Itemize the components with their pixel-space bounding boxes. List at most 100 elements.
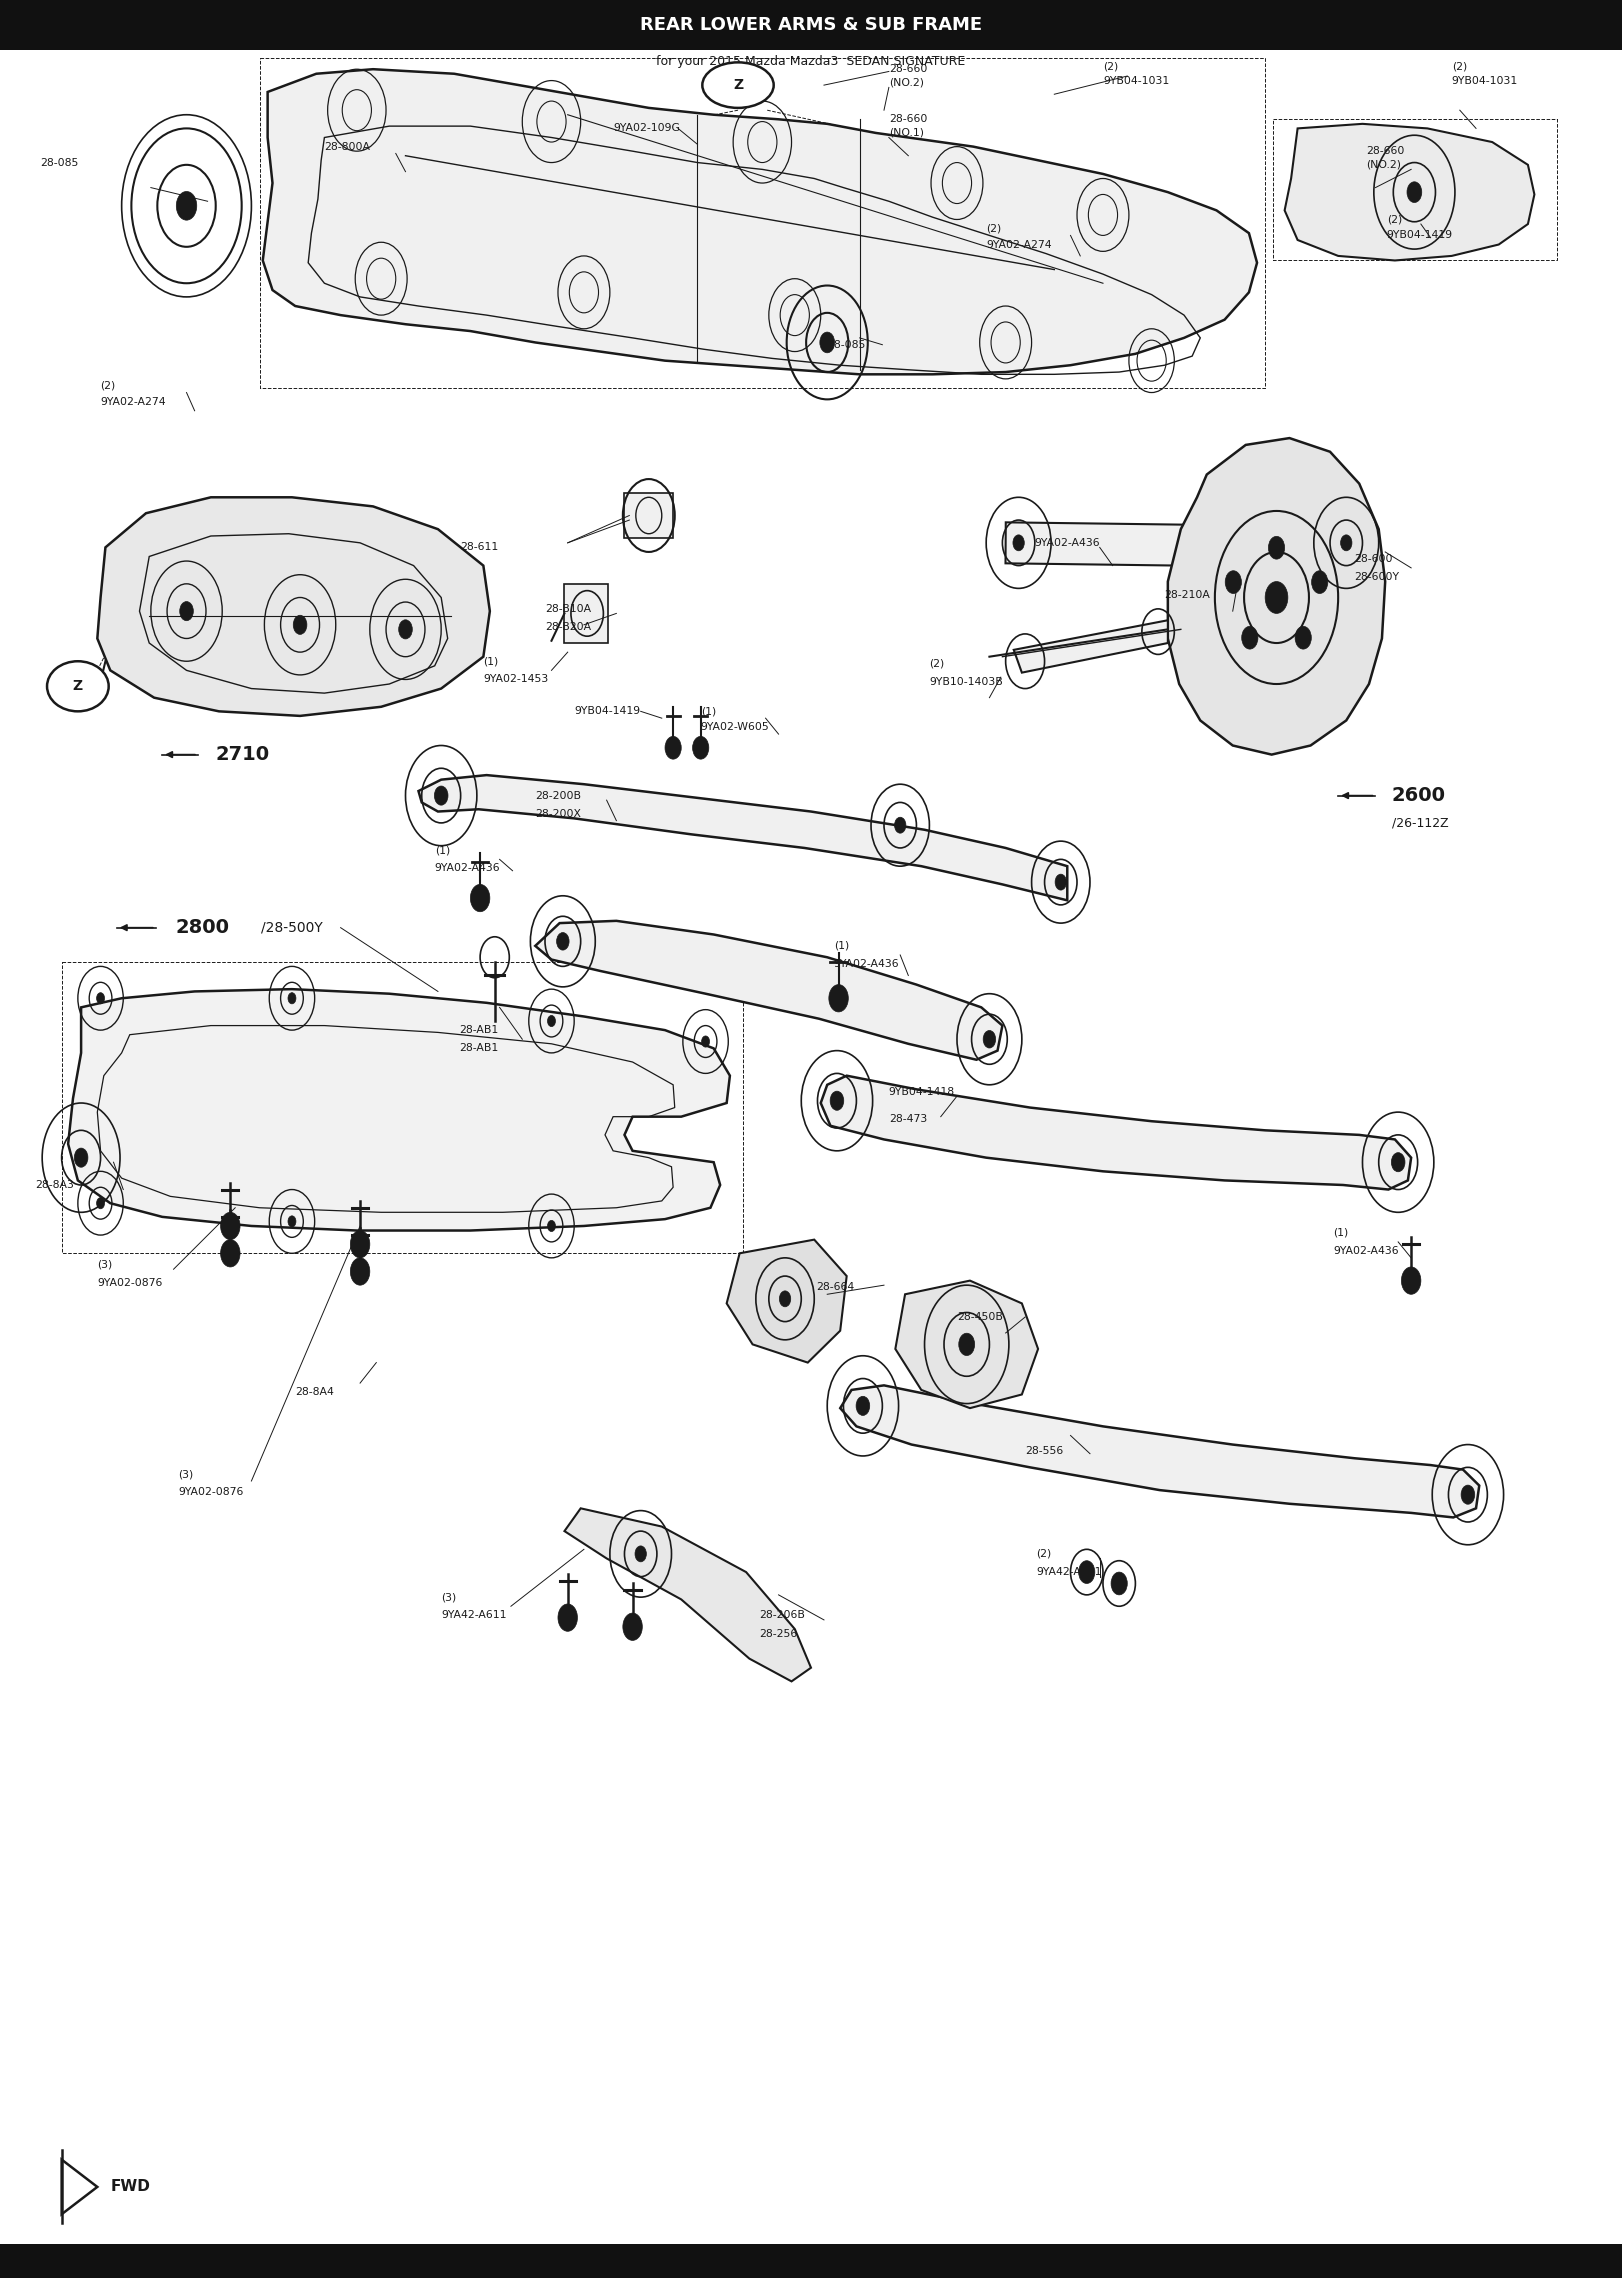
Text: 28-800A: 28-800A xyxy=(324,141,370,153)
Text: for your 2015 Mazda Mazda3  SEDAN SIGNATURE: for your 2015 Mazda Mazda3 SEDAN SIGNATU… xyxy=(657,55,965,68)
Text: 28-AB1: 28-AB1 xyxy=(459,1043,498,1052)
Bar xyxy=(0,2244,1622,2278)
Circle shape xyxy=(1461,1485,1474,1503)
Circle shape xyxy=(221,1239,240,1267)
Ellipse shape xyxy=(47,661,109,711)
Polygon shape xyxy=(1006,522,1356,567)
Circle shape xyxy=(983,1030,996,1048)
Circle shape xyxy=(829,984,848,1011)
Text: 9YB10-1403B: 9YB10-1403B xyxy=(929,677,1002,686)
Text: /26-112Z: /26-112Z xyxy=(1392,816,1448,829)
Polygon shape xyxy=(1285,123,1534,260)
Circle shape xyxy=(221,1212,240,1239)
Text: (2): (2) xyxy=(1452,62,1466,73)
Circle shape xyxy=(895,818,907,834)
Text: 28-210A: 28-210A xyxy=(1165,590,1210,599)
Text: 9YB04-1031: 9YB04-1031 xyxy=(1103,75,1169,87)
Text: 28-8A4: 28-8A4 xyxy=(295,1387,334,1396)
Circle shape xyxy=(1225,572,1241,595)
Text: 28-200B: 28-200B xyxy=(535,790,581,800)
Text: 28-660: 28-660 xyxy=(889,114,928,125)
Text: (3): (3) xyxy=(178,1469,193,1478)
Text: 28-611: 28-611 xyxy=(461,542,500,551)
Circle shape xyxy=(1401,1267,1421,1294)
Polygon shape xyxy=(564,583,608,642)
Text: 28-085: 28-085 xyxy=(41,157,79,169)
Text: 28-556: 28-556 xyxy=(1025,1447,1064,1456)
Circle shape xyxy=(558,1604,577,1631)
Polygon shape xyxy=(97,497,490,715)
Text: 28-AB1: 28-AB1 xyxy=(459,1025,498,1034)
Text: Z: Z xyxy=(733,77,743,91)
Circle shape xyxy=(289,993,295,1005)
Circle shape xyxy=(1406,182,1422,203)
Circle shape xyxy=(350,1257,370,1285)
Polygon shape xyxy=(840,1385,1479,1517)
Circle shape xyxy=(959,1333,975,1355)
Circle shape xyxy=(1012,535,1025,551)
Circle shape xyxy=(180,601,193,620)
Text: 9YB04-1031: 9YB04-1031 xyxy=(1452,75,1518,87)
Text: 2800: 2800 xyxy=(175,918,229,936)
Text: (1): (1) xyxy=(834,941,848,950)
Circle shape xyxy=(856,1396,869,1415)
Text: (NO.2): (NO.2) xyxy=(1366,159,1401,171)
Circle shape xyxy=(548,1221,555,1232)
Text: (1): (1) xyxy=(483,656,498,665)
Circle shape xyxy=(1392,1153,1405,1171)
Polygon shape xyxy=(68,989,730,1230)
Text: 28-600Y: 28-600Y xyxy=(1354,572,1400,581)
Circle shape xyxy=(548,1016,555,1027)
Text: FWD: FWD xyxy=(110,2180,151,2194)
Circle shape xyxy=(1242,626,1259,649)
Polygon shape xyxy=(895,1280,1038,1408)
Polygon shape xyxy=(535,920,1002,1059)
Polygon shape xyxy=(263,68,1257,374)
Circle shape xyxy=(435,786,448,804)
Text: (NO.2): (NO.2) xyxy=(889,77,925,89)
Polygon shape xyxy=(1168,437,1385,754)
Text: 9YA02-A436: 9YA02-A436 xyxy=(435,863,500,872)
Circle shape xyxy=(289,1216,295,1228)
Ellipse shape xyxy=(702,62,774,107)
Circle shape xyxy=(1079,1560,1095,1583)
Circle shape xyxy=(1265,581,1288,613)
Text: 28-8A3: 28-8A3 xyxy=(36,1180,75,1189)
Polygon shape xyxy=(821,1075,1411,1189)
Circle shape xyxy=(779,1292,792,1308)
Text: Z: Z xyxy=(73,679,83,693)
Text: 28-200X: 28-200X xyxy=(535,809,581,818)
Circle shape xyxy=(665,736,681,759)
Circle shape xyxy=(556,932,569,950)
Circle shape xyxy=(819,333,835,353)
Text: REAR LOWER ARMS & SUB FRAME: REAR LOWER ARMS & SUB FRAME xyxy=(641,16,981,34)
Text: 9YA42-A611: 9YA42-A611 xyxy=(1036,1567,1101,1576)
Circle shape xyxy=(399,620,412,638)
Text: (2): (2) xyxy=(986,223,1001,235)
Circle shape xyxy=(1054,875,1067,891)
Text: 28-660: 28-660 xyxy=(1366,146,1405,157)
Polygon shape xyxy=(418,775,1067,900)
Circle shape xyxy=(75,1148,88,1166)
Text: 9YA02-A436: 9YA02-A436 xyxy=(1333,1246,1398,1255)
Text: 9YA42-A611: 9YA42-A611 xyxy=(441,1611,506,1620)
Text: (2): (2) xyxy=(1103,62,1118,73)
Circle shape xyxy=(623,1613,642,1640)
Text: 2710: 2710 xyxy=(216,745,269,763)
Text: 9YB04-1419: 9YB04-1419 xyxy=(1387,230,1453,241)
Circle shape xyxy=(470,884,490,911)
Text: 28-600: 28-600 xyxy=(1354,554,1393,563)
Text: 9YB04-1418: 9YB04-1418 xyxy=(889,1087,955,1096)
Circle shape xyxy=(1111,1572,1127,1595)
Text: 9YB04-1419: 9YB04-1419 xyxy=(574,706,641,715)
Text: 9YA02-A436: 9YA02-A436 xyxy=(1035,538,1100,547)
Circle shape xyxy=(1294,626,1311,649)
Text: (3): (3) xyxy=(441,1592,456,1601)
Bar xyxy=(0,0,1622,50)
Text: 9YA02-0876: 9YA02-0876 xyxy=(178,1488,243,1497)
Text: (NO.1): (NO.1) xyxy=(889,128,925,139)
Text: 9YA02-A274: 9YA02-A274 xyxy=(986,239,1051,251)
Circle shape xyxy=(97,993,104,1005)
Text: 28-664: 28-664 xyxy=(816,1283,855,1292)
Text: (1): (1) xyxy=(1333,1228,1348,1237)
